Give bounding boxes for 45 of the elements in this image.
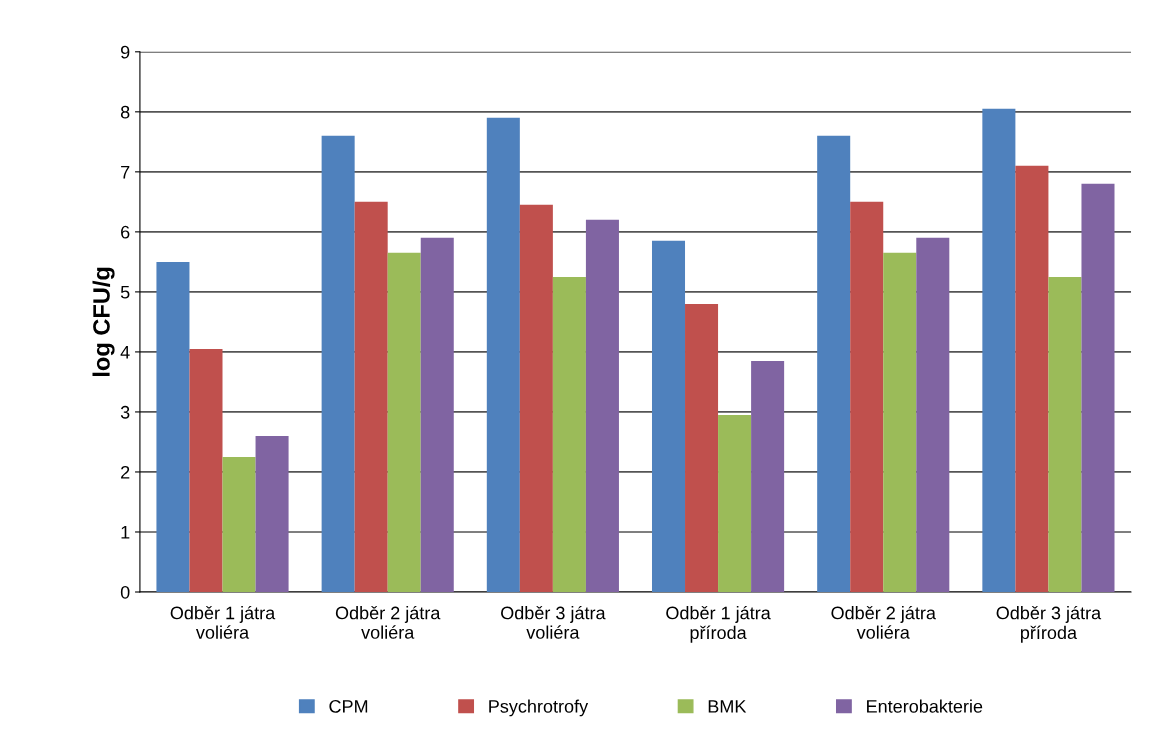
bar [1048,276,1082,592]
y-tick-label: 0 [120,585,130,599]
bar [817,135,851,592]
legend-label: BMK [708,700,747,713]
bar [519,204,553,592]
y-axis-title: log CFU/g [92,267,115,376]
y-tick-label: 4 [120,346,130,359]
legend-label: Psychrotrofy [489,699,589,717]
bar [982,108,1016,592]
x-tick-label: Odběr 1 játra příroda [666,605,771,643]
bar [850,201,884,592]
bar [685,303,719,592]
bar [552,276,586,592]
y-tick-label: 8 [120,105,130,119]
bar [420,237,454,592]
y-tick-label: 2 [121,465,130,479]
bar [354,201,388,592]
legend-label: CPM [329,700,368,713]
bar [585,219,619,592]
bar [387,252,421,592]
bar [189,348,223,592]
bar [255,435,289,592]
x-tick-label: Odběr 1 játra voliéra [170,605,276,639]
y-tick-label: 5 [120,286,130,299]
bar [651,240,686,592]
bar [883,252,917,592]
y-tick-label: 3 [120,405,130,419]
y-tick-label: 1 [121,526,130,539]
bar [751,360,785,592]
y-tick-label: 9 [121,45,130,59]
bar [486,117,520,592]
bar [156,261,190,592]
x-tick-label: Odběr 2 játra voliéra [335,605,441,639]
y-tick-label: 6 [121,225,130,239]
bar [321,135,355,592]
bar [1015,165,1049,592]
x-tick-label: Odběr 2 játra voliéra [831,605,936,639]
legend-label: Enterobakterie [867,699,983,713]
bar [916,237,950,592]
bar [222,456,256,592]
x-tick-label: Odběr 3 játra voliéra [501,605,606,639]
y-tick-label: 7 [121,165,130,179]
bar [718,414,752,592]
x-tick-label: Odběr 3 játra příroda [996,605,1102,643]
bar [1081,183,1115,592]
